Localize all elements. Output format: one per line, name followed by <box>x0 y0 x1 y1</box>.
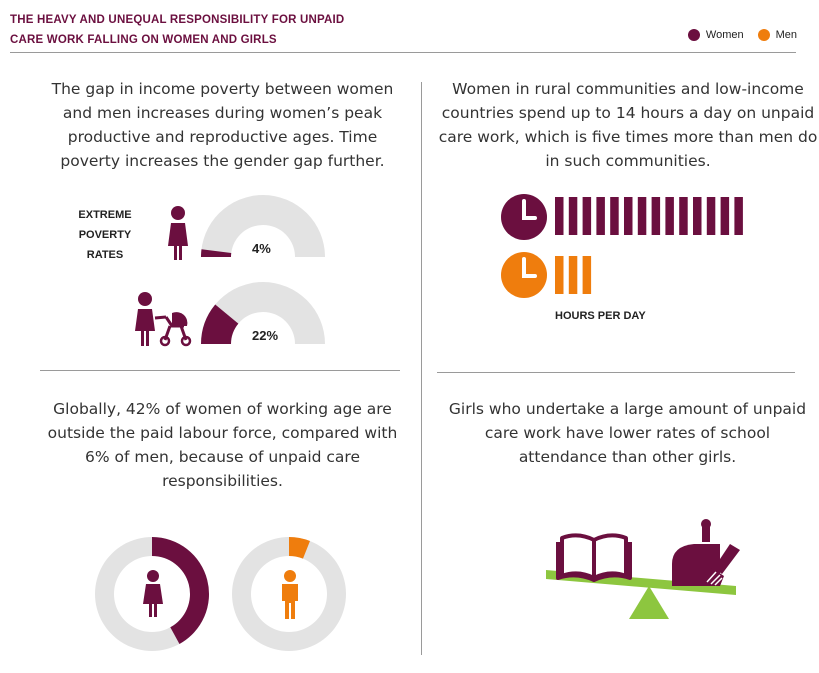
legend-label-women: Women <box>705 29 744 41</box>
donut-segment <box>152 537 209 644</box>
book-icon <box>556 533 632 582</box>
hour-bar <box>624 197 633 235</box>
gauge-fill <box>201 304 239 344</box>
hours-per-day-label: HOURS PER DAY <box>555 310 646 322</box>
woman-with-stroller-icon <box>135 292 192 347</box>
hour-bar <box>734 197 743 235</box>
gauge-label-women: 4% <box>252 241 271 256</box>
hour-bar <box>651 197 661 235</box>
labour-text: Globally, 42% of women of working age ar… <box>47 400 398 490</box>
label-line-extreme: EXTREME <box>78 209 132 221</box>
left-section-divider <box>40 370 400 371</box>
school-text: Girls who undertake a large amount of un… <box>448 400 807 466</box>
hour-bar <box>720 197 730 235</box>
hour-bar <box>555 197 564 235</box>
man-icon <box>282 570 298 619</box>
legend-item-women: Women <box>687 29 744 41</box>
legend-swatch-men <box>757 29 770 41</box>
clock-icon <box>501 194 547 240</box>
hour-bar <box>637 197 647 235</box>
poverty-text: The gap in income poverty between women … <box>51 80 394 170</box>
infographic-title: THE HEAVY AND UNEQUAL RESPONSIBILITY FOR… <box>10 10 344 50</box>
woman-icon <box>143 570 163 617</box>
gauge-fill <box>201 249 232 257</box>
donut-track <box>232 537 346 651</box>
legend-item-men: Men <box>757 29 797 41</box>
hour-bar <box>555 256 564 294</box>
hour-bar <box>679 197 688 235</box>
header-divider <box>10 52 796 53</box>
legend-label-men: Men <box>775 29 797 41</box>
legend: Women Men <box>674 29 797 41</box>
vertical-divider <box>421 82 422 655</box>
title-line-2: CARE WORK FALLING ON WOMEN AND GIRLS <box>10 34 277 46</box>
hour-bar <box>596 197 605 235</box>
hour-bar <box>582 256 592 294</box>
hour-bar <box>582 197 592 235</box>
seesaw-fulcrum-icon <box>629 586 669 619</box>
extreme-poverty-label: EXTREME POVERTY RATES <box>70 205 140 265</box>
hour-bar <box>568 256 578 294</box>
hour-bar <box>665 197 674 235</box>
woman-icon <box>168 206 188 260</box>
gauge-track <box>201 195 325 257</box>
clock-icon <box>501 252 547 298</box>
labour-donuts <box>95 537 346 651</box>
label-line-poverty: POVERTY <box>78 229 132 241</box>
legend-swatch-women <box>687 29 700 41</box>
seesaw-illustration <box>546 519 740 619</box>
hours-text: Women in rural communities and low-incom… <box>438 80 818 170</box>
hour-bar <box>706 197 716 235</box>
hours-bars <box>555 197 743 294</box>
right-section-divider <box>437 372 795 373</box>
donut-segment <box>289 537 310 559</box>
poverty-gauges <box>201 195 325 344</box>
title-line-1: THE HEAVY AND UNEQUAL RESPONSIBILITY FOR… <box>10 14 345 26</box>
label-line-rates: RATES <box>86 249 124 261</box>
gauge-label-women-mothers: 22% <box>252 328 279 343</box>
hour-bar <box>610 197 619 235</box>
dustpan-brush-icon <box>672 519 740 586</box>
hour-bar <box>693 197 702 235</box>
hour-bar <box>568 197 578 235</box>
